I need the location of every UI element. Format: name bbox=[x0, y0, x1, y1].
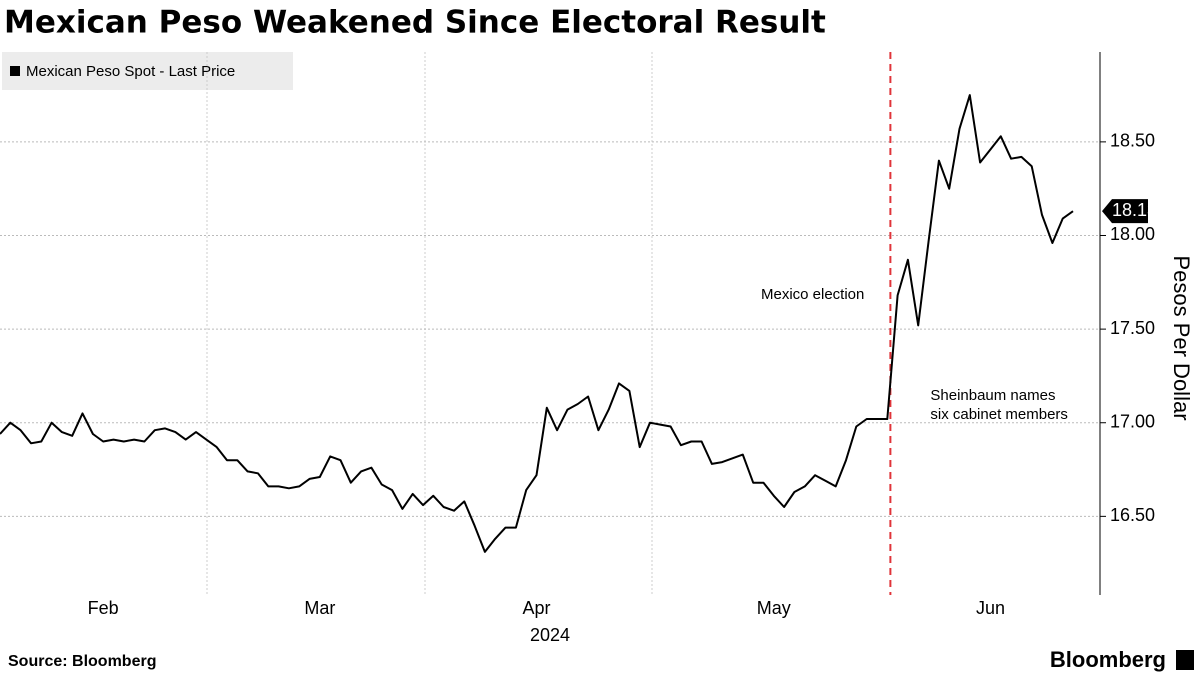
y-tick-label: 17.50 bbox=[1110, 318, 1155, 338]
x-tick-label: Feb bbox=[88, 598, 119, 618]
x-year-label: 2024 bbox=[530, 625, 570, 645]
annotation: six cabinet members bbox=[930, 406, 1068, 423]
y-tick-label: 16.50 bbox=[1110, 505, 1155, 525]
legend-swatch bbox=[10, 66, 20, 76]
brand-icon bbox=[1176, 650, 1194, 670]
annotation: Mexico election bbox=[761, 286, 864, 303]
price-line bbox=[0, 94, 1074, 553]
legend-label: Mexican Peso Spot - Last Price bbox=[26, 63, 235, 80]
legend-box bbox=[2, 52, 293, 90]
x-tick-label: Jun bbox=[976, 598, 1005, 618]
x-tick-label: Mar bbox=[304, 598, 335, 618]
y-axis-title: Pesos Per Dollar bbox=[1169, 255, 1194, 420]
annotation: Sheinbaum names bbox=[930, 387, 1055, 404]
x-tick-label: Apr bbox=[522, 598, 550, 618]
last-price-box bbox=[1102, 199, 1148, 224]
last-price-label: 18.13 bbox=[1112, 200, 1157, 220]
brand: Bloomberg bbox=[1050, 647, 1166, 672]
y-tick-label: 18.00 bbox=[1110, 224, 1155, 244]
chart-title: Mexican Peso Weakened Since Electoral Re… bbox=[4, 5, 826, 41]
month-grid bbox=[206, 52, 653, 595]
y-tick-label: 18.50 bbox=[1110, 131, 1155, 151]
y-tick-label: 17.00 bbox=[1110, 411, 1155, 431]
x-tick-label: May bbox=[757, 598, 791, 618]
source: Source: Bloomberg bbox=[8, 653, 156, 670]
